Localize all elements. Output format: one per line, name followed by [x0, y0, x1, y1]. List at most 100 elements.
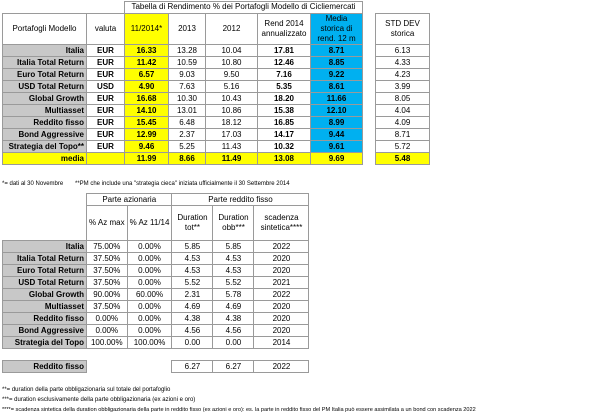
duration-tot-cell: 4.56 — [171, 323, 214, 337]
currency-cell: EUR — [86, 127, 125, 141]
media-storica: 12.10 — [310, 103, 363, 117]
az-max-cell: 0.00% — [86, 311, 128, 325]
duration-obb-cell: 0.00 — [212, 335, 255, 349]
return-2014: 12.99 — [124, 127, 169, 141]
az-1114-cell: 0.00% — [126, 239, 173, 253]
media-storica: 9.22 — [310, 67, 363, 81]
duration-obb-cell: 4.38 — [212, 311, 255, 325]
portfolio-name: Euro Total Return — [2, 263, 87, 277]
media-storica: 8.71 — [310, 43, 363, 57]
duration-obb-cell: 4.53 — [212, 263, 255, 277]
header-2013: 2013 — [168, 12, 206, 45]
duration-obb-cell: 4.69 — [212, 299, 255, 313]
portfolio-name: Strategia del Topo** — [2, 139, 87, 153]
az-1114-cell: 0.00% — [126, 311, 173, 325]
returns-row: Strategia del Topo** EUR 9.46 5.25 11.43 10.3… — [2, 139, 430, 153]
std-dev: 4.23 — [375, 67, 430, 81]
media-std: 5.48 — [375, 151, 430, 165]
std-dev: 4.33 — [375, 55, 430, 69]
az-1114-cell: 60.00% — [126, 287, 173, 301]
return-2012: 18.12 — [205, 115, 258, 129]
rend-annualizzato: 12.46 — [257, 55, 311, 69]
currency-cell: EUR — [86, 67, 125, 81]
portfolio-name: Global Growth — [2, 91, 87, 105]
header-currency: valuta — [86, 12, 125, 45]
allocation-row: Euro Total Return 37.50% 0.00% 4.53 4.53 2020 — [2, 263, 310, 277]
return-2014: 9.46 — [124, 139, 169, 153]
media-label: media — [2, 151, 87, 165]
duration-obb-cell: 4.56 — [212, 323, 255, 337]
portfolio-name: Multiasset — [2, 299, 87, 313]
duration-obb-cell: 5.78 — [212, 287, 255, 301]
duration-obb-cell: 5.52 — [212, 275, 255, 289]
media-2014: 11.99 — [124, 151, 169, 165]
returns-row: Global Growth EUR 16.68 10.30 10.43 18.20 11.6… — [2, 91, 430, 105]
portfolio-name: Global Growth — [2, 287, 87, 301]
note-dati: *= dati al 30 Novembre — [2, 181, 64, 187]
az-max-cell: 37.50% — [86, 275, 128, 289]
az-1114-cell: 0.00% — [126, 251, 173, 265]
scadenza-cell: 2020 — [253, 323, 310, 337]
media-storica: 11.66 — [310, 91, 363, 105]
media-storica: 9.61 — [310, 139, 363, 153]
allocation-row: Bond Aggressive 0.00% 0.00% 4.56 4.56 2020 — [2, 323, 310, 337]
az-max-cell: 37.50% — [86, 263, 128, 277]
return-2012: 10.04 — [205, 43, 258, 57]
return-2013: 6.48 — [168, 115, 206, 129]
az-max-cell: 100.00% — [86, 335, 128, 349]
duration-tot-cell: 4.53 — [171, 263, 214, 277]
scadenza-cell: 2020 — [253, 251, 310, 265]
az-max-cell: 0.00% — [86, 323, 128, 337]
return-2013: 10.30 — [168, 91, 206, 105]
std-dev: 6.13 — [375, 43, 430, 57]
currency-cell: EUR — [86, 103, 125, 117]
header-rend-2014: Rend 2014 annualizzato — [257, 12, 311, 45]
az-max-cell: 90.00% — [86, 287, 128, 301]
scadenza-cell: 2020 — [253, 311, 310, 325]
az-1114-cell: 0.00% — [126, 299, 173, 313]
media-2013: 8.66 — [168, 151, 206, 165]
rend-annualizzato: 15.38 — [257, 103, 311, 117]
scadenza-cell: 2020 — [253, 299, 310, 313]
duration-tot-cell: 4.38 — [171, 311, 214, 325]
scadenza-cell: 2021 — [253, 275, 310, 289]
returns-row: Euro Total Return EUR 6.57 9.03 9.50 7.16 9.22… — [2, 67, 430, 81]
allocation-row: Multiasset 37.50% 0.00% 4.69 4.69 2020 — [2, 299, 310, 313]
az-max-cell: 37.50% — [86, 299, 128, 313]
returns-row: Bond Aggressive EUR 12.99 2.37 17.03 14.17 9.4… — [2, 127, 430, 141]
header-media-storica: Media storica di rend. 12 m — [310, 12, 363, 45]
returns-table: Tabella di Rendimento % dei Portafogli M… — [2, 1, 430, 165]
std-dev: 4.04 — [375, 103, 430, 117]
media-media: 9.69 — [310, 151, 363, 165]
media-storica: 8.99 — [310, 115, 363, 129]
allocation-row: Global Growth 90.00% 60.00% 2.31 5.78 2022 — [2, 287, 310, 301]
return-2014: 6.57 — [124, 67, 169, 81]
az-1114-cell: 0.00% — [126, 275, 173, 289]
duration-tot-cell: 4.69 — [171, 299, 214, 313]
returns-row: Reddito fisso EUR 15.45 6.48 18.12 16.85 8.99 4… — [2, 115, 430, 129]
rend-annualizzato: 14.17 — [257, 127, 311, 141]
media-rend: 13.08 — [257, 151, 311, 165]
returns-row: USD Total Return USD 4.90 7.63 5.16 5.35 8.61 3… — [2, 79, 430, 93]
return-2014: 15.45 — [124, 115, 169, 129]
summary-duration-obb: 6.27 — [212, 359, 255, 373]
media-storica: 8.61 — [310, 79, 363, 93]
header-portfolio: Portafogli Modello — [2, 12, 87, 45]
returns-table-title: Tabella di Rendimento % dei Portafogli M… — [124, 1, 363, 14]
portfolio-name: Multiasset — [2, 103, 87, 117]
return-2014: 16.33 — [124, 43, 169, 57]
return-2013: 7.63 — [168, 79, 206, 93]
header-scadenza: scadenza sintetica**** — [253, 205, 310, 241]
az-1114-cell: 0.00% — [126, 263, 173, 277]
std-dev: 8.71 — [375, 127, 430, 141]
std-dev: 4.09 — [375, 115, 430, 129]
header-az-max: % Az max — [86, 205, 128, 241]
duration-tot-cell: 4.53 — [171, 251, 214, 265]
summary-duration-tot: 6.27 — [171, 359, 214, 373]
footnote-duration-tot: **= duration della parte obbligazionaria… — [2, 387, 171, 393]
header-az-1114: % Az 11/14 — [126, 205, 173, 241]
currency-cell: EUR — [86, 55, 125, 69]
currency-cell: EUR — [86, 91, 125, 105]
footnote-scadenza: ****= scadenza sintetica della duration … — [2, 407, 476, 413]
std-dev: 5.72 — [375, 139, 430, 153]
